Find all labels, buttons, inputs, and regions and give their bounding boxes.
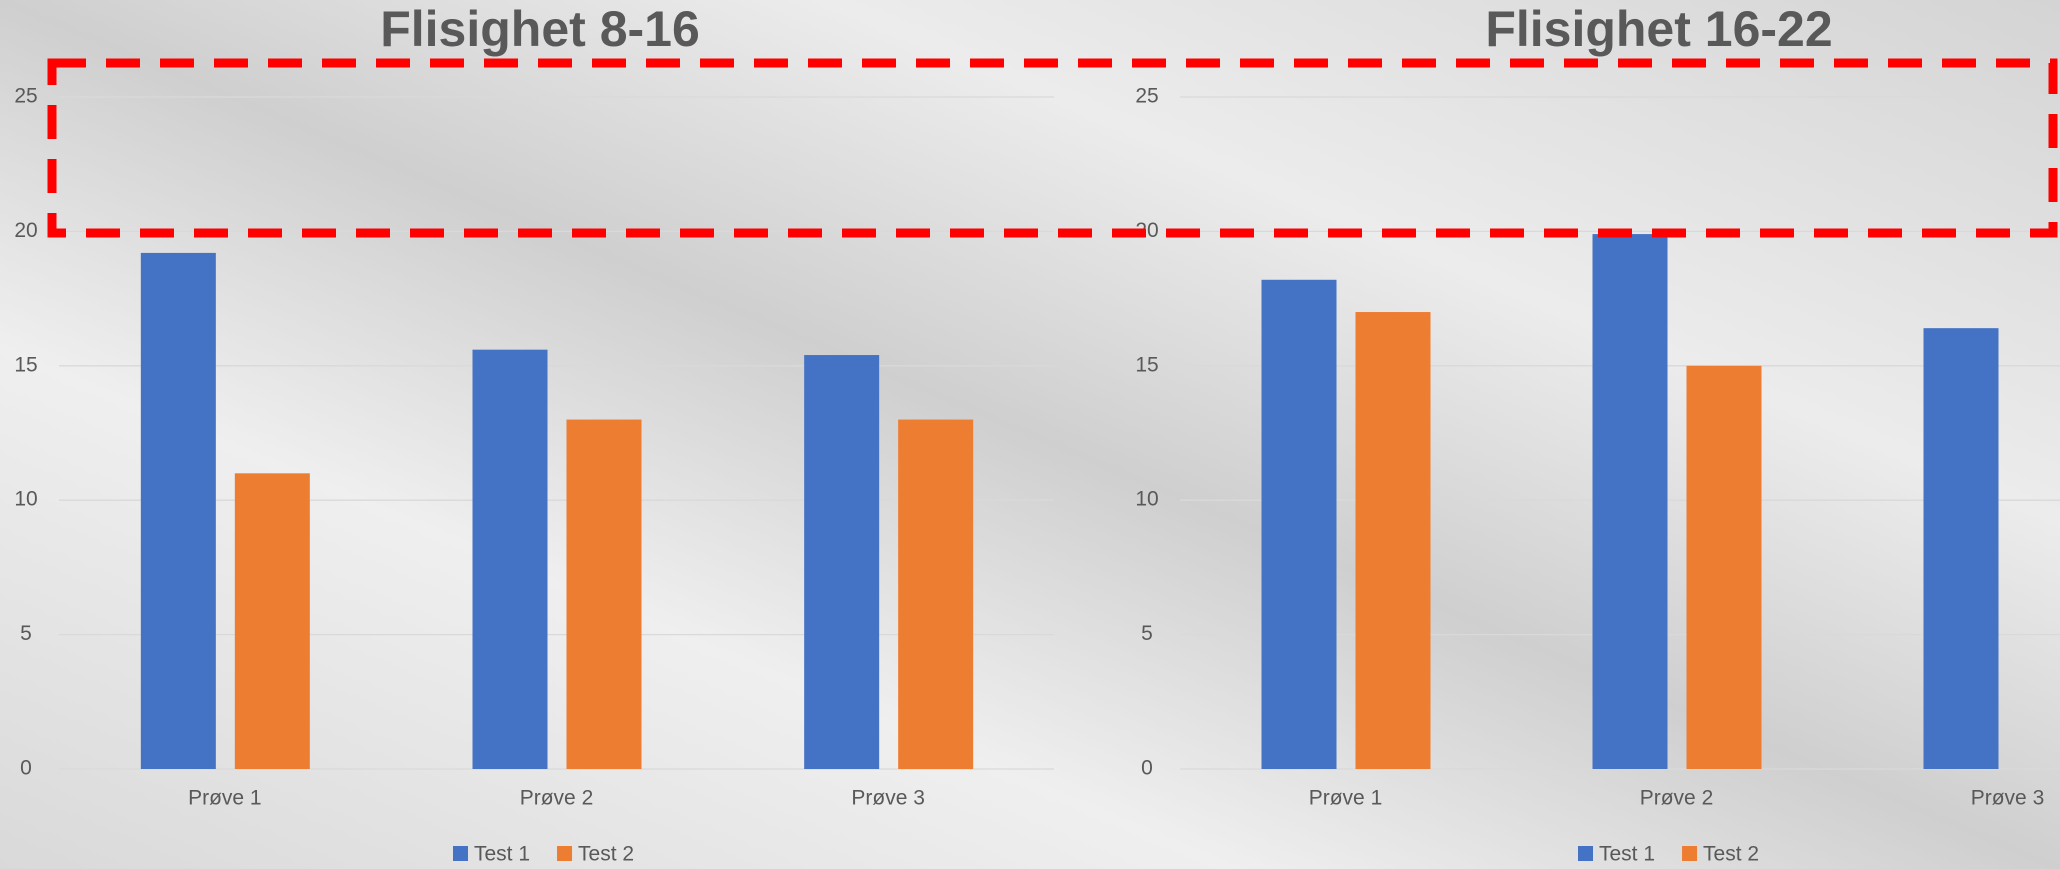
y-tick-label: 5 <box>20 622 32 645</box>
bar <box>1261 279 1337 769</box>
x-tick-label: Prøve 3 <box>1971 787 2045 810</box>
x-tick-label: Prøve 3 <box>851 787 925 810</box>
bar <box>566 419 642 769</box>
y-tick-label: 0 <box>20 757 32 780</box>
chart-title: Flisighet 8-16 <box>380 1 700 57</box>
y-tick-label: 25 <box>1135 85 1158 108</box>
bar <box>1923 328 1999 769</box>
bar <box>1592 234 1668 769</box>
legend-label: Test 1 <box>474 843 530 866</box>
y-tick-label: 10 <box>14 488 37 511</box>
x-tick-label: Prøve 1 <box>188 787 262 810</box>
bar <box>140 252 216 770</box>
bar <box>234 473 310 769</box>
highlight-box <box>47 58 2058 238</box>
legend-swatch <box>1682 846 1698 861</box>
x-tick-label: Prøve 1 <box>1309 787 1383 810</box>
legend-swatch <box>453 846 468 861</box>
y-tick-label: 10 <box>1135 488 1158 511</box>
legend-swatch <box>557 846 573 861</box>
chart-title: Flisighet 16-22 <box>1485 1 1832 57</box>
legend-label: Test 2 <box>1703 843 1759 866</box>
bar <box>804 355 880 769</box>
x-tick-label: Prøve 2 <box>1640 787 1714 810</box>
charts: Flisighet 8-16 0 5 10 15 20 25 Prøve 1 Prøve 2 Pr… <box>14 1 2060 866</box>
y-tick-label: 15 <box>1135 353 1158 376</box>
y-tick-label: 25 <box>14 85 37 108</box>
bar <box>472 349 548 769</box>
bar <box>1686 365 1762 769</box>
bar <box>1355 312 1431 769</box>
bar <box>898 419 974 769</box>
legend-label: Test 1 <box>1599 843 1655 866</box>
y-tick-label: 20 <box>14 219 37 242</box>
legend-label: Test 2 <box>578 843 634 866</box>
x-tick-label: Prøve 2 <box>520 787 594 810</box>
y-tick-label: 15 <box>14 353 37 376</box>
legend-swatch <box>1578 846 1593 861</box>
y-tick-label: 5 <box>1141 622 1153 645</box>
y-tick-label: 0 <box>1141 757 1153 780</box>
